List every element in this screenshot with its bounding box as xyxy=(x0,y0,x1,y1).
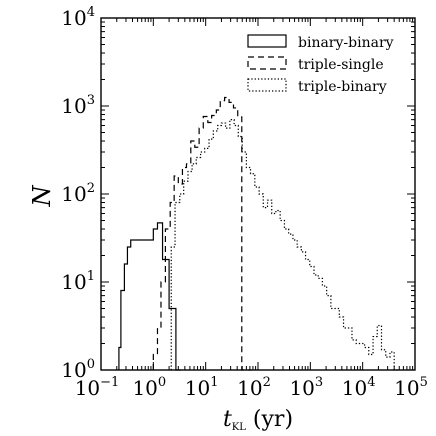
legend-label-triple-single: triple-single xyxy=(298,57,384,73)
y-tick-label: 102 xyxy=(61,181,95,206)
y-axis-label: N xyxy=(28,185,56,208)
legend-swatch-binary-binary xyxy=(247,34,287,48)
axis-ticks xyxy=(100,18,415,371)
y-tick-label: 104 xyxy=(61,5,95,30)
x-axis-label: tKL (yr) xyxy=(223,407,293,433)
legend-label-binary-binary: binary-binary xyxy=(298,35,394,51)
x-tick-label: 102 xyxy=(237,375,271,400)
legend-swatch-triple-binary xyxy=(247,78,287,92)
x-axis-label-sub: KL xyxy=(232,422,246,433)
series-layer xyxy=(118,96,400,371)
x-tick-label: 105 xyxy=(394,375,428,400)
legend-label-triple-binary: triple-binary xyxy=(298,79,387,95)
x-tick-label: 104 xyxy=(342,375,376,400)
x-axis-label-main: t xyxy=(223,407,232,432)
y-tick-label: 103 xyxy=(61,93,95,118)
x-axis-label-rest: (yr) xyxy=(246,407,293,432)
y-tick-label: 100 xyxy=(61,357,95,382)
legend-swatch-triple-single xyxy=(247,56,287,70)
x-tick-label: 10−1 xyxy=(75,375,120,400)
series-triple-single xyxy=(152,96,252,371)
series-triple-binary xyxy=(170,119,400,371)
y-tick-label: 101 xyxy=(61,269,95,294)
x-tick-label: 100 xyxy=(132,375,166,400)
x-tick-label: 101 xyxy=(185,375,219,400)
legend: binary-binary triple-single triple-binary xyxy=(247,34,394,95)
series-binary-binary xyxy=(118,222,181,371)
x-tick-label: 103 xyxy=(289,375,323,400)
